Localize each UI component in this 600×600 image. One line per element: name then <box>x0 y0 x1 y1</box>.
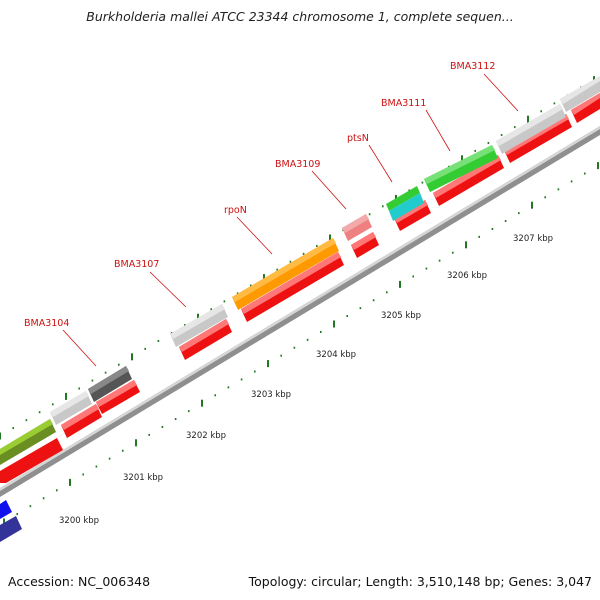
leader-line <box>368 144 393 183</box>
tick-label-3201: 3201 kbp <box>123 473 163 483</box>
gene-block-green <box>386 186 420 211</box>
tick-label-3205: 3205 kbp <box>381 311 421 321</box>
leader-line <box>149 271 187 308</box>
gene-block-gray-top <box>496 104 563 146</box>
gene-block-pink-top <box>342 214 369 233</box>
gene-label-bma3107: BMA3107 <box>114 259 159 270</box>
cds-block <box>571 93 600 115</box>
leader-line <box>236 216 273 255</box>
cds-track <box>0 93 600 483</box>
gene-block-gray-top <box>170 304 225 339</box>
label-leaders <box>62 73 519 367</box>
gene-block-green-top <box>424 145 495 184</box>
leader-line <box>483 73 519 112</box>
gene-block-olive <box>0 419 56 465</box>
tick-label-3207: 3207 kbp <box>513 234 553 244</box>
gene-block-gray-top <box>560 76 600 104</box>
accession-text: Accession: NC_006348 <box>8 574 151 589</box>
gene-track <box>0 76 600 542</box>
gene-block-gray-top <box>50 391 89 417</box>
gene-block-blue <box>0 500 12 519</box>
sequence-backbone-highlight <box>0 126 600 491</box>
leader-line <box>311 170 347 210</box>
gene-label-bma3104: BMA3104 <box>24 318 69 329</box>
tick-label-3202: 3202 kbp <box>186 431 226 441</box>
cds-block <box>394 200 428 223</box>
tick-label-3204: 3204 kbp <box>316 350 356 360</box>
cds-block <box>433 155 501 198</box>
outer-tick-row <box>0 76 595 440</box>
gene-label-bma3112: BMA3112 <box>450 61 495 72</box>
sequence-summary: Topology: circular; Length: 3,510,148 bp… <box>248 574 592 589</box>
gene-block-navy <box>0 516 22 542</box>
cds-block <box>0 438 63 483</box>
tick-label-3206: 3206 kbp <box>447 271 487 281</box>
gene-label-ptsn: ptsN <box>347 133 369 144</box>
gene-block-orange-top <box>232 238 336 302</box>
tick-labels: 3200 kbp 3201 kbp 3202 kbp 3203 kbp 3204… <box>59 234 553 526</box>
gene-label-bma3109: BMA3109 <box>275 159 320 170</box>
cds-block <box>179 319 229 352</box>
cds-block <box>96 380 137 407</box>
cds-block <box>241 252 341 314</box>
tick-label-3203: 3203 kbp <box>251 390 291 400</box>
leader-line <box>62 329 97 367</box>
cds-block <box>61 404 99 430</box>
leader-line <box>425 109 451 152</box>
gene-block-darkgray-top <box>88 366 129 394</box>
map-title: Burkholderia mallei ATCC 23344 chromosom… <box>86 9 514 24</box>
gene-label-bma3111: BMA3111 <box>381 98 426 109</box>
gene-labels: BMA3104 BMA3107 rpoN BMA3109 ptsN BMA311… <box>24 61 495 329</box>
gene-label-rpon: rpoN <box>224 205 247 216</box>
gene-block-cyan <box>389 193 424 221</box>
cds-block <box>351 232 376 250</box>
inner-tick-row <box>3 162 599 526</box>
tick-label-3200: 3200 kbp <box>59 516 99 526</box>
gene-block-olive-top <box>0 419 53 455</box>
